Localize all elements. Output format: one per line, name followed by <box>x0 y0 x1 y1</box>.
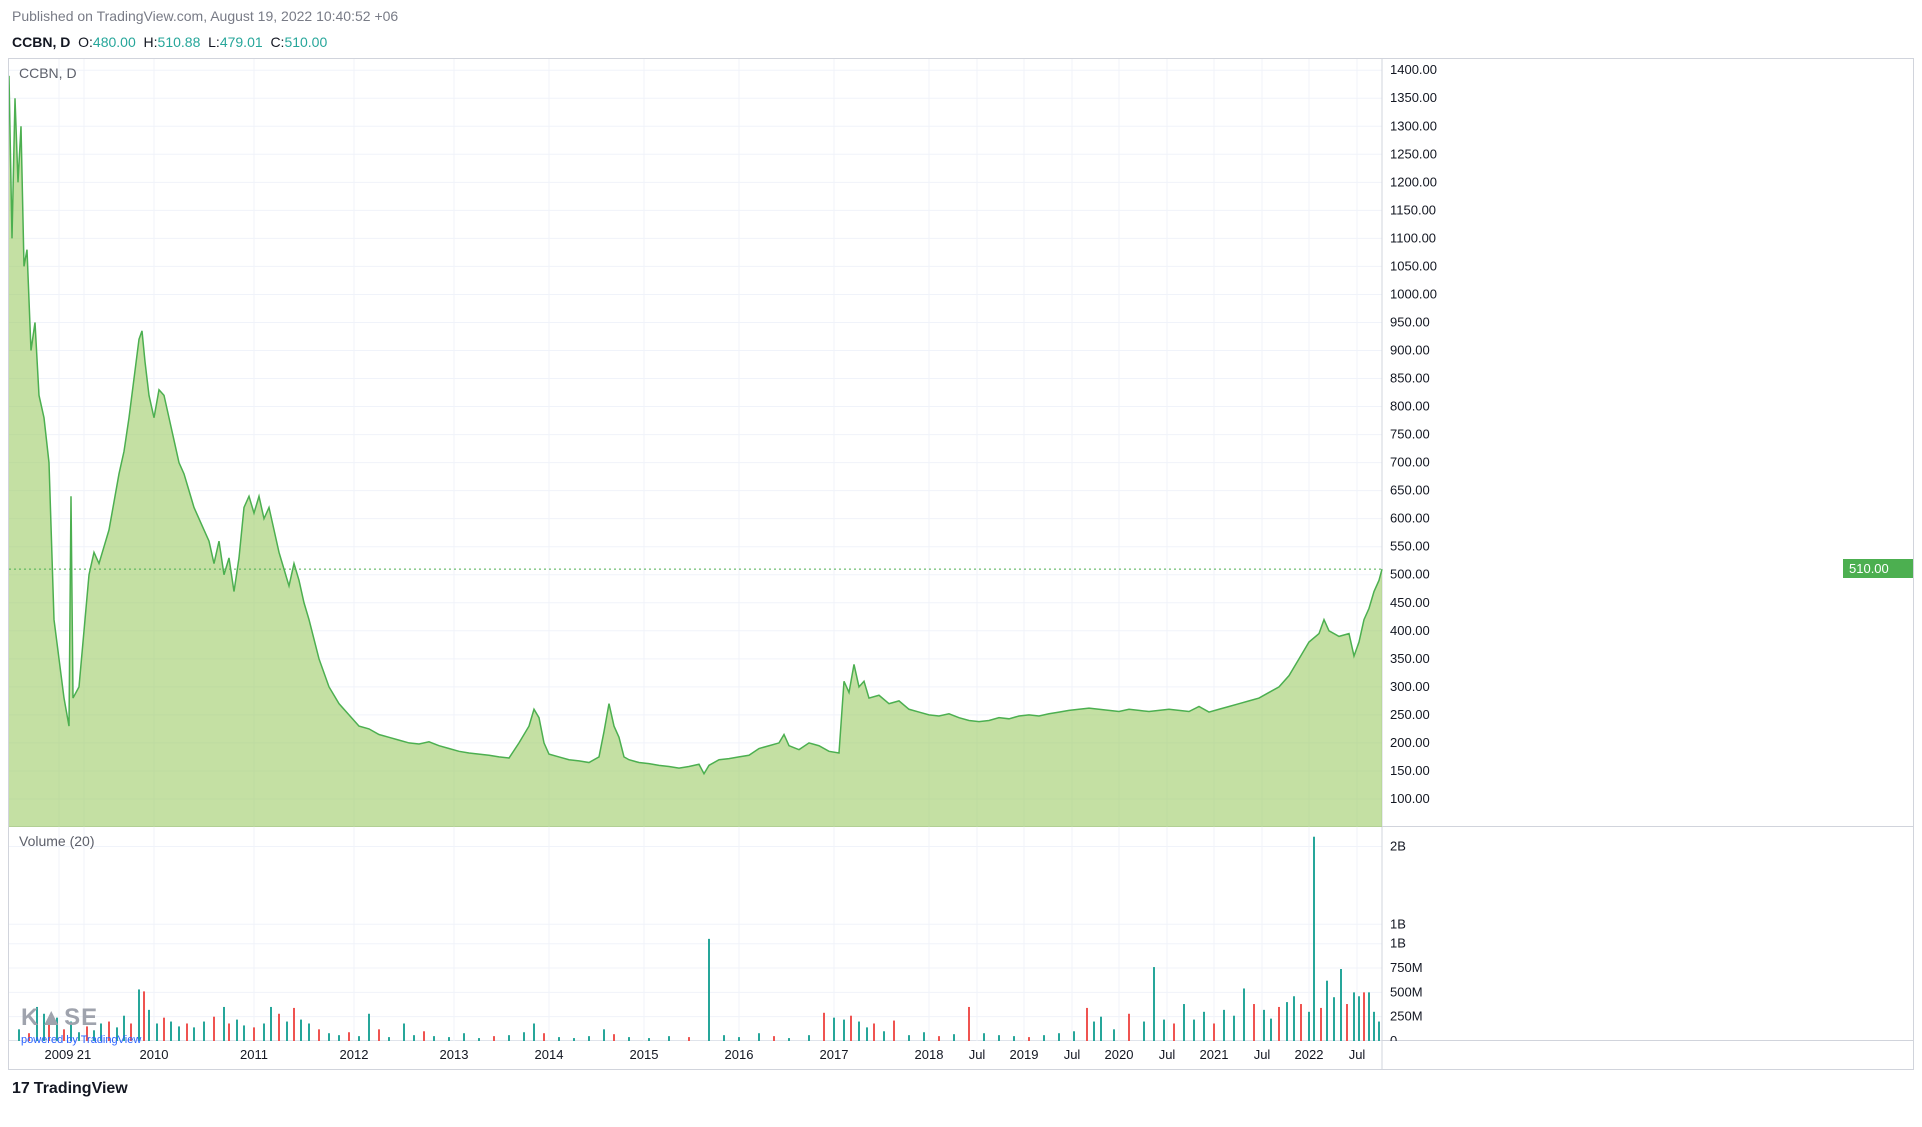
svg-text:650.00: 650.00 <box>1390 483 1430 498</box>
svg-text:800.00: 800.00 <box>1390 399 1430 414</box>
svg-text:2015: 2015 <box>630 1047 659 1062</box>
svg-text:200.00: 200.00 <box>1390 735 1430 750</box>
svg-text:350.00: 350.00 <box>1390 651 1430 666</box>
volume-pane[interactable]: Volume (20) 0250M500M750M1B1B2B K▲SE pow… <box>9 827 1913 1041</box>
svg-text:250M: 250M <box>1390 1009 1423 1024</box>
svg-text:1100.00: 1100.00 <box>1390 230 1436 245</box>
svg-text:1200.00: 1200.00 <box>1390 174 1437 189</box>
chart-container[interactable]: CCBN, D 100.00 150.00 200.00 250.00 300.00 35… <box>8 58 1914 1070</box>
svg-text:550.00: 550.00 <box>1390 539 1430 554</box>
svg-text:450.00: 450.00 <box>1390 595 1430 610</box>
svg-text:2009: 2009 <box>45 1047 74 1062</box>
ohlc-close: 510.00 <box>284 34 327 50</box>
tradingview-brand: TradingView <box>34 1080 128 1097</box>
ohlc-bar: CCBN, D O:480.00 H:510.88 L:479.01 C:510… <box>0 32 1922 58</box>
footer: 17TradingView <box>0 1070 1922 1108</box>
svg-text:750.00: 750.00 <box>1390 427 1430 442</box>
current-price-marker: 510.00 <box>1843 559 1913 578</box>
timeframe: D <box>60 34 70 50</box>
symbol: CCBN <box>12 34 52 50</box>
svg-text:750M: 750M <box>1390 960 1423 975</box>
svg-text:Jul: Jul <box>1159 1047 1176 1062</box>
svg-text:500.00: 500.00 <box>1390 567 1430 582</box>
svg-text:1300.00: 1300.00 <box>1390 118 1437 133</box>
svg-text:600.00: 600.00 <box>1390 511 1430 526</box>
svg-text:300.00: 300.00 <box>1390 679 1430 694</box>
svg-text:2018: 2018 <box>915 1047 944 1062</box>
volume-pane-title: Volume (20) <box>19 833 94 849</box>
svg-text:2010: 2010 <box>140 1047 169 1062</box>
svg-text:2017: 2017 <box>820 1047 849 1062</box>
svg-text:2011: 2011 <box>240 1047 268 1062</box>
tradingview-icon: 17 <box>12 1080 30 1098</box>
svg-text:2014: 2014 <box>535 1047 564 1062</box>
ohlc-low: 479.01 <box>220 34 263 50</box>
ohlc-high: 510.88 <box>158 34 201 50</box>
svg-text:250.00: 250.00 <box>1390 707 1430 722</box>
svg-text:2022: 2022 <box>1295 1047 1324 1062</box>
time-axis: 200921 2010 2011 2012 2013 2014 2015 2016 2017 20… <box>9 1041 1913 1069</box>
kase-logo: K▲SE <box>21 1004 98 1032</box>
svg-text:1150.00: 1150.00 <box>1390 202 1436 217</box>
svg-text:Jul: Jul <box>1349 1047 1366 1062</box>
price-pane[interactable]: CCBN, D 100.00 150.00 200.00 250.00 300.00 35… <box>9 59 1913 827</box>
svg-text:150.00: 150.00 <box>1390 763 1430 778</box>
time-axis-svg: 200921 2010 2011 2012 2013 2014 2015 2016 2017 20… <box>9 1041 1452 1069</box>
svg-text:500M: 500M <box>1390 984 1423 999</box>
svg-text:100.00: 100.00 <box>1390 791 1430 806</box>
svg-text:21: 21 <box>77 1047 91 1062</box>
svg-text:2021: 2021 <box>1200 1047 1229 1062</box>
price-pane-title: CCBN, D <box>19 65 77 81</box>
svg-text:Jul: Jul <box>1254 1047 1271 1062</box>
svg-text:850.00: 850.00 <box>1390 371 1430 386</box>
svg-text:950.00: 950.00 <box>1390 314 1430 329</box>
svg-text:2013: 2013 <box>440 1047 469 1062</box>
svg-text:1B: 1B <box>1390 936 1406 951</box>
svg-text:700.00: 700.00 <box>1390 455 1430 470</box>
svg-text:400.00: 400.00 <box>1390 623 1430 638</box>
svg-text:2019: 2019 <box>1010 1047 1039 1062</box>
price-chart-svg: 100.00 150.00 200.00 250.00 300.00 350.00 400.… <box>9 59 1452 827</box>
svg-text:1000.00: 1000.00 <box>1390 286 1437 301</box>
svg-text:2020: 2020 <box>1105 1047 1134 1062</box>
svg-text:Jul: Jul <box>969 1047 986 1062</box>
svg-text:1250.00: 1250.00 <box>1390 146 1437 161</box>
kase-powered-by: powered by TradingView <box>21 1034 141 1046</box>
svg-text:2016: 2016 <box>725 1047 754 1062</box>
svg-text:1400.00: 1400.00 <box>1390 62 1437 77</box>
svg-text:1050.00: 1050.00 <box>1390 258 1437 273</box>
svg-text:2B: 2B <box>1390 838 1406 853</box>
volume-chart-svg: 0 250M 500M 750M 1B 1B 2B <box>9 827 1452 1041</box>
svg-text:Jul: Jul <box>1064 1047 1081 1062</box>
publish-info: Published on TradingView.com, August 19,… <box>0 0 1922 32</box>
svg-text:2012: 2012 <box>340 1047 369 1062</box>
svg-text:1B: 1B <box>1390 916 1406 931</box>
ohlc-open: 480.00 <box>93 34 136 50</box>
svg-text:900.00: 900.00 <box>1390 343 1430 358</box>
svg-text:0: 0 <box>1390 1033 1397 1041</box>
svg-text:1350.00: 1350.00 <box>1390 90 1437 105</box>
